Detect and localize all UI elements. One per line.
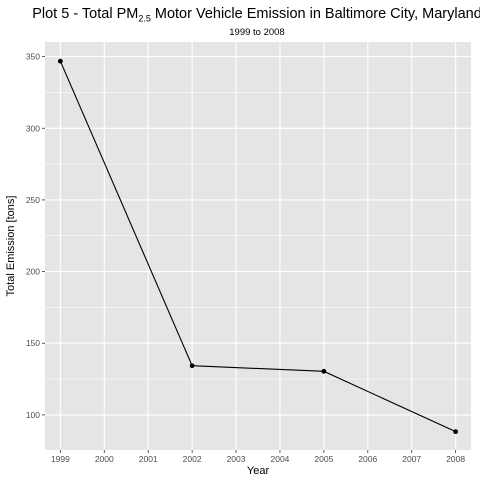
y-tick-label: 300	[26, 123, 40, 133]
x-tick-label: 2003	[227, 454, 246, 464]
chart-subtitle: 1999 to 2008	[229, 27, 284, 38]
x-tick-label: 2006	[358, 454, 377, 464]
y-tick-label: 200	[26, 267, 40, 277]
chart-title: Plot 5 - Total PM2.5 Motor Vehicle Emiss…	[32, 6, 480, 24]
chart-title-prefix: Plot 5 - Total PM	[32, 6, 138, 22]
x-tick-label: 2000	[95, 454, 114, 464]
x-tick-label: 2008	[446, 454, 465, 464]
data-point	[189, 363, 195, 369]
data-point	[453, 429, 459, 435]
chart-title-suffix: Motor Vehicle Emission in Baltimore City…	[151, 6, 480, 22]
x-tick-label: 2007	[402, 454, 421, 464]
grid-minor	[45, 92, 471, 380]
grid-major	[45, 42, 471, 450]
chart-title-subscript: 2.5	[138, 14, 151, 24]
y-tick-label: 100	[26, 410, 40, 420]
x-axis-ticks: 1999 2000 2001 2002 2003 2004 2005 2006 2007 2008	[51, 450, 465, 464]
plot-panel	[45, 42, 471, 450]
data-point	[321, 368, 327, 374]
series-line	[59, 60, 456, 433]
y-axis-ticks: 100 150 200 250 300 350	[26, 52, 45, 420]
series-layer	[57, 58, 459, 435]
y-tick-label: 150	[26, 338, 40, 348]
y-tick-label: 250	[26, 195, 40, 205]
y-axis-title: Total Emission [tons]	[5, 196, 17, 297]
x-tick-label: 2004	[270, 454, 289, 464]
x-tick-label: 2001	[139, 454, 158, 464]
x-axis-title: Year	[247, 465, 270, 477]
x-tick-label: 2005	[314, 454, 333, 464]
y-tick-label: 350	[26, 52, 40, 62]
x-tick-label: 1999	[51, 454, 70, 464]
data-point	[57, 58, 63, 64]
x-tick-label: 2002	[183, 454, 202, 464]
